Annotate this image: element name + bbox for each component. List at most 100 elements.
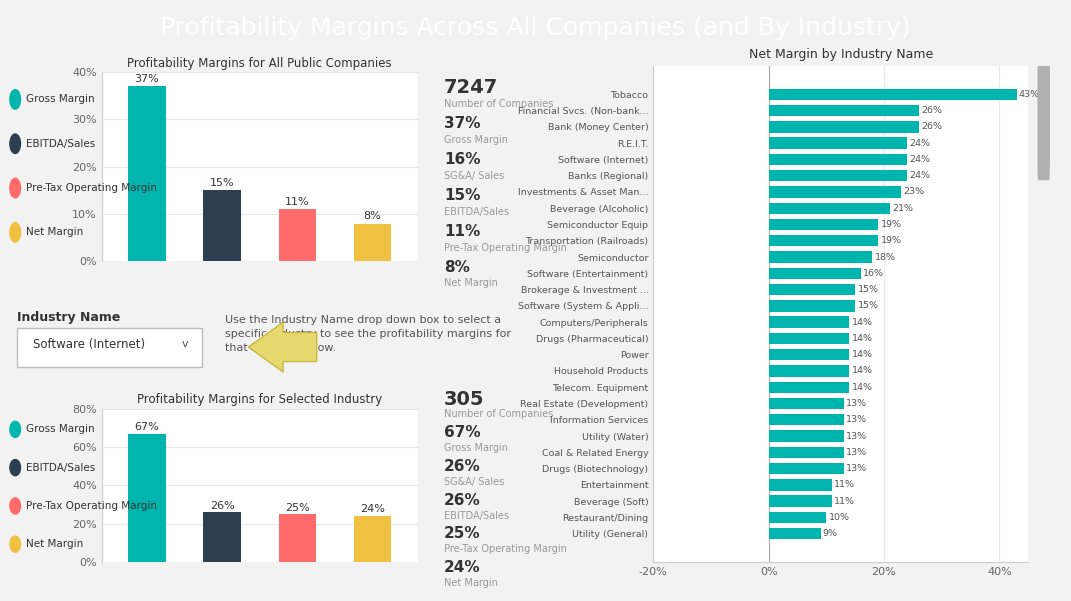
Text: 25%: 25% xyxy=(443,526,481,542)
Bar xyxy=(769,463,844,474)
Text: 13%: 13% xyxy=(846,432,868,441)
Text: 11%: 11% xyxy=(285,197,310,207)
Text: Gross Margin: Gross Margin xyxy=(443,135,508,145)
Bar xyxy=(203,191,241,261)
Text: Industry Name: Industry Name xyxy=(17,311,120,324)
Text: 23%: 23% xyxy=(904,188,924,197)
Bar xyxy=(769,203,890,214)
Bar xyxy=(769,89,1016,100)
Text: 67%: 67% xyxy=(135,422,160,432)
Text: 26%: 26% xyxy=(443,493,481,508)
Text: 10%: 10% xyxy=(829,513,849,522)
Bar xyxy=(278,209,316,261)
Bar xyxy=(769,105,919,117)
Text: Use the Industry Name drop down box to select a
specific industry to see the pro: Use the Industry Name drop down box to s… xyxy=(225,315,511,353)
Text: 24%: 24% xyxy=(909,171,931,180)
Text: 37%: 37% xyxy=(443,115,481,130)
Text: 67%: 67% xyxy=(443,426,481,441)
Text: 26%: 26% xyxy=(443,459,481,474)
Bar xyxy=(769,349,849,361)
Text: Number of Companies: Number of Companies xyxy=(443,99,554,109)
Text: 24%: 24% xyxy=(909,139,931,148)
Text: 26%: 26% xyxy=(210,501,235,511)
Circle shape xyxy=(10,134,20,153)
Circle shape xyxy=(10,536,20,552)
Text: Pre-Tax Operating Margin: Pre-Tax Operating Margin xyxy=(26,183,156,193)
Text: 26%: 26% xyxy=(921,106,941,115)
Bar xyxy=(769,121,919,133)
Bar xyxy=(769,170,907,182)
Text: Pre-Tax Operating Margin: Pre-Tax Operating Margin xyxy=(443,243,567,252)
Text: 11%: 11% xyxy=(834,496,856,505)
Text: Gross Margin: Gross Margin xyxy=(26,94,94,105)
Text: 8%: 8% xyxy=(443,260,470,275)
Bar xyxy=(769,398,844,409)
Title: Profitability Margins for All Public Companies: Profitability Margins for All Public Com… xyxy=(127,56,392,70)
Bar xyxy=(769,219,878,230)
Text: 14%: 14% xyxy=(851,334,873,343)
Text: Gross Margin: Gross Margin xyxy=(26,424,94,435)
Text: 24%: 24% xyxy=(360,504,384,514)
Bar xyxy=(769,251,873,263)
Text: 16%: 16% xyxy=(863,269,885,278)
Bar xyxy=(353,516,391,562)
FancyBboxPatch shape xyxy=(17,328,202,367)
Bar xyxy=(769,447,844,458)
Bar xyxy=(769,317,849,328)
Bar xyxy=(769,138,907,149)
Bar xyxy=(769,528,820,540)
Text: Net Margin: Net Margin xyxy=(443,578,498,588)
Text: Profitability Margins Across All Companies (and By Industry): Profitability Margins Across All Compani… xyxy=(161,16,910,40)
Text: 19%: 19% xyxy=(880,236,902,245)
Text: 19%: 19% xyxy=(880,220,902,229)
Text: 13%: 13% xyxy=(846,415,868,424)
Text: 24%: 24% xyxy=(909,155,931,164)
Text: SG&A/ Sales: SG&A/ Sales xyxy=(443,171,504,180)
Text: 43%: 43% xyxy=(1019,90,1040,99)
Text: Net Margin: Net Margin xyxy=(26,539,84,549)
Text: 13%: 13% xyxy=(846,464,868,473)
Bar xyxy=(769,235,878,246)
Text: EBITDA/Sales: EBITDA/Sales xyxy=(26,463,95,472)
Text: 15%: 15% xyxy=(210,178,235,188)
Bar xyxy=(769,511,827,523)
Text: 305: 305 xyxy=(443,390,484,409)
Text: Software (Internet): Software (Internet) xyxy=(33,338,146,351)
Text: 15%: 15% xyxy=(858,301,878,310)
Text: 37%: 37% xyxy=(135,74,160,84)
Bar xyxy=(203,512,241,562)
Circle shape xyxy=(10,178,20,198)
Text: 11%: 11% xyxy=(834,480,856,489)
Text: Pre-Tax Operating Margin: Pre-Tax Operating Margin xyxy=(26,501,156,511)
Text: 14%: 14% xyxy=(851,383,873,392)
Text: 21%: 21% xyxy=(892,204,914,213)
Bar xyxy=(769,154,907,165)
Bar xyxy=(769,365,849,377)
Text: Pre-Tax Operating Margin: Pre-Tax Operating Margin xyxy=(443,545,567,554)
Text: 24%: 24% xyxy=(443,560,481,575)
Bar xyxy=(769,284,855,295)
Circle shape xyxy=(10,222,20,242)
Bar xyxy=(278,514,316,562)
Text: EBITDA/Sales: EBITDA/Sales xyxy=(443,510,509,520)
Bar xyxy=(353,224,391,261)
FancyArrow shape xyxy=(248,322,317,372)
Text: EBITDA/Sales: EBITDA/Sales xyxy=(26,139,95,148)
Bar xyxy=(769,267,861,279)
Text: 15%: 15% xyxy=(858,285,878,294)
Text: Net Margin: Net Margin xyxy=(26,227,84,237)
Bar xyxy=(769,186,902,198)
Bar xyxy=(769,300,855,311)
Text: 14%: 14% xyxy=(851,318,873,327)
Bar xyxy=(769,495,832,507)
Text: 14%: 14% xyxy=(851,350,873,359)
Circle shape xyxy=(10,90,20,109)
Text: Net Margin: Net Margin xyxy=(443,278,498,288)
Bar xyxy=(769,333,849,344)
Text: 15%: 15% xyxy=(443,188,480,203)
Text: 18%: 18% xyxy=(875,252,895,261)
Circle shape xyxy=(10,498,20,514)
Text: 9%: 9% xyxy=(823,529,838,538)
Text: 25%: 25% xyxy=(285,502,310,513)
Text: 11%: 11% xyxy=(443,224,480,239)
